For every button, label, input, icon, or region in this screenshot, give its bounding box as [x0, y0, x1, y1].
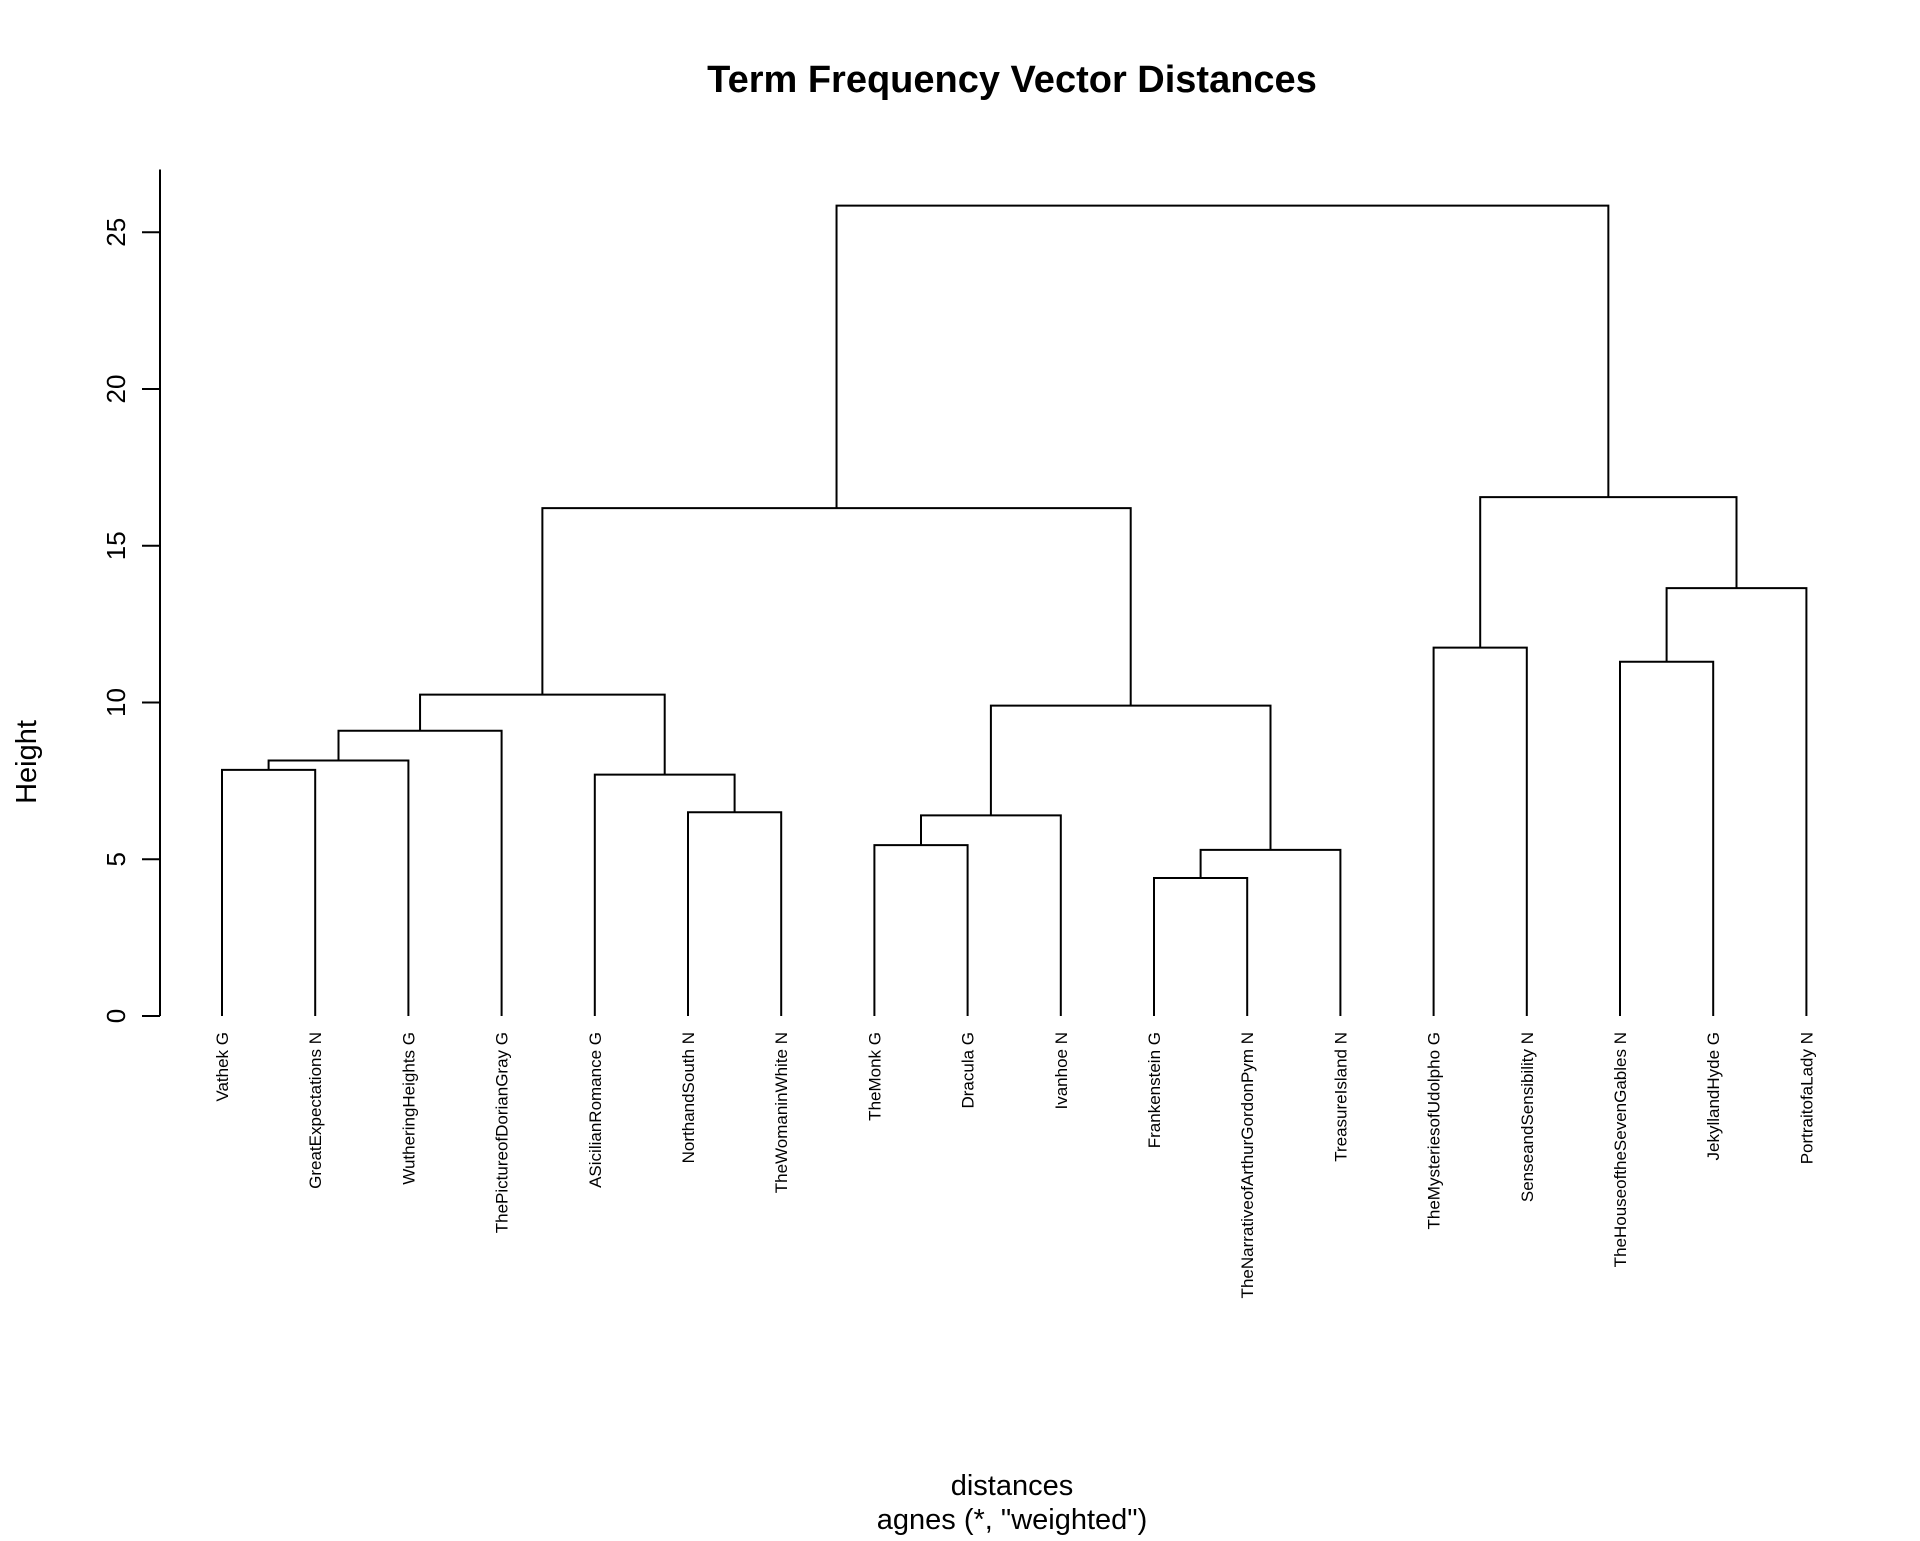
- leaf-label: SenseandSensibility N: [1518, 1032, 1537, 1202]
- y-axis: 0 5 10 15 20 25: [101, 169, 161, 1023]
- dendrogram-link: [593, 773, 736, 1016]
- leaf-label: Frankenstein G: [1145, 1032, 1164, 1148]
- dendrogram-link: [989, 704, 1272, 850]
- dendrogram-link: [1432, 646, 1528, 1016]
- leaf-label: TheNarrativeofArthurGordonPym N: [1238, 1032, 1257, 1298]
- leaf-label: TheMonk G: [865, 1032, 884, 1121]
- y-tick-label: 20: [101, 375, 131, 404]
- dendrogram-link: [221, 768, 317, 1016]
- dendrogram-link: [1153, 877, 1249, 1016]
- leaf-label: ThePictureofDorianGray G: [493, 1032, 512, 1233]
- dendrogram-link: [687, 811, 783, 1016]
- leaf-label: WutheringHeights G: [399, 1032, 418, 1185]
- leaf-label: TheHouseoftheSevenGables N: [1611, 1032, 1630, 1267]
- dendrogram-link: [1665, 587, 1808, 1016]
- leaf-label: NorthandSouth N: [679, 1032, 698, 1163]
- y-tick-label: 15: [101, 531, 131, 560]
- x-axis-label: distances: [951, 1470, 1074, 1502]
- y-tick-label: 10: [101, 688, 131, 717]
- dendrogram-link: [873, 844, 969, 1016]
- dendrogram-link: [835, 204, 1610, 509]
- dendrogram-tree: [221, 204, 1808, 1016]
- leaf-label: TreasureIsland N: [1331, 1032, 1350, 1162]
- y-tick-label: 25: [101, 218, 131, 247]
- leaf-label: Dracula G: [959, 1032, 978, 1109]
- dendrogram-link: [419, 693, 666, 775]
- method-sublabel: agnes (*, "weighted"): [877, 1504, 1147, 1536]
- dendrogram-link: [1479, 496, 1738, 648]
- leaf-label: PortraitofaLady N: [1797, 1032, 1816, 1164]
- dendrogram-link: [337, 729, 503, 1016]
- leaf-label: GreatExpectations N: [306, 1032, 325, 1189]
- y-axis-label: Height: [11, 720, 43, 804]
- leaf-label: TheWomaninWhite N: [772, 1032, 791, 1193]
- chart-title: Term Frequency Vector Distances: [707, 59, 1317, 101]
- y-tick-label: 5: [101, 852, 131, 866]
- dendrogram-link: [267, 759, 410, 1016]
- dendrogram-link: [1619, 660, 1715, 1016]
- y-tick-label: 0: [101, 1009, 131, 1023]
- leaf-labels: Vathek G GreatExpectations N WutheringHeig…: [213, 1032, 1816, 1298]
- leaf-label: TheMysteriesofUdolpho G: [1425, 1032, 1444, 1229]
- leaf-label: ASicilianRomance G: [586, 1032, 605, 1188]
- leaf-label: Vathek G: [213, 1032, 232, 1102]
- dendrogram-link: [541, 507, 1132, 706]
- leaf-label: Ivanhoe N: [1052, 1032, 1071, 1110]
- leaf-label: JekyllandHyde G: [1704, 1032, 1723, 1161]
- dendrogram-link: [1199, 848, 1342, 1016]
